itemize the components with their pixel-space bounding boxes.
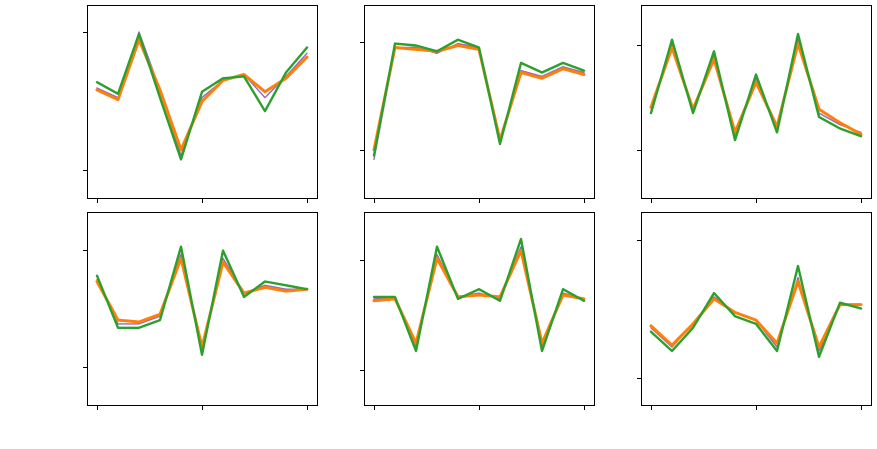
- smoothed-line: [372, 38, 586, 157]
- subplot-3: [637, 5, 872, 203]
- reference-line: [372, 249, 586, 345]
- smoothed-line: [95, 245, 309, 356]
- smoothed-line: [95, 32, 309, 161]
- subplot-5: [360, 212, 595, 410]
- subplot-2: [360, 5, 595, 203]
- subplot-4: [83, 212, 318, 410]
- subplot-6: [637, 212, 872, 410]
- axes-frame: [364, 5, 595, 199]
- axes-frame: [641, 5, 872, 199]
- reference-line: [649, 42, 863, 136]
- reference-line: [372, 44, 586, 152]
- subplot-1: [83, 5, 318, 203]
- noisy-line: [373, 245, 585, 348]
- noisy-line: [96, 253, 308, 352]
- smoothed-line: [372, 237, 586, 353]
- reference-line: [95, 256, 309, 349]
- reference-line: [95, 38, 309, 152]
- noisy-line: [373, 42, 585, 161]
- axes-frame: [87, 212, 318, 406]
- smoothed-line: [649, 264, 863, 358]
- smoothed-line: [649, 32, 863, 142]
- reference-line: [649, 280, 863, 349]
